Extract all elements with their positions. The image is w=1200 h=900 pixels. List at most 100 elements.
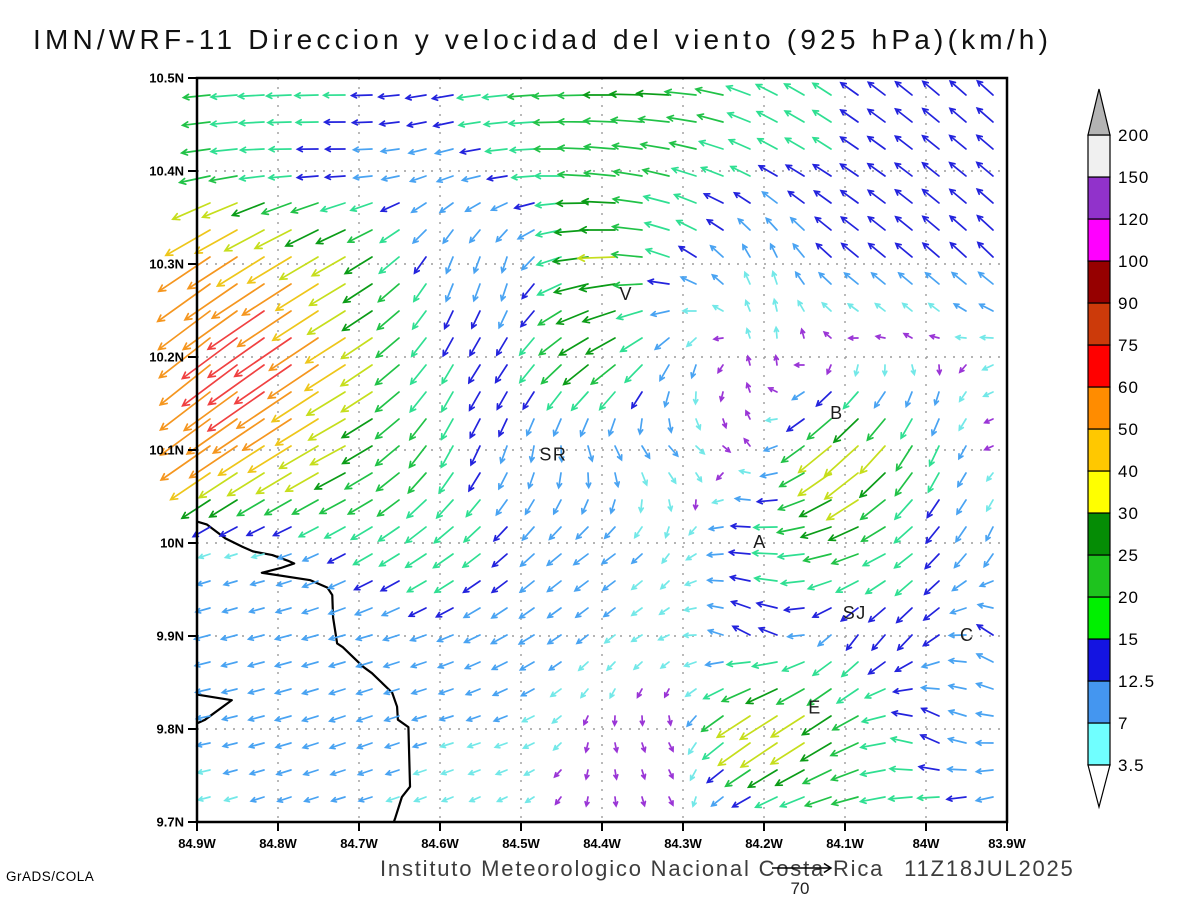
wind-arrow — [738, 715, 778, 741]
wind-arrow — [822, 331, 832, 339]
wind-arrow — [404, 553, 427, 569]
wind-arrow — [548, 526, 562, 541]
wind-arrow — [498, 310, 508, 330]
wind-arrow — [706, 628, 724, 636]
wind-arrow — [842, 391, 859, 410]
wind-arrow — [751, 549, 778, 557]
wind-arrow — [557, 337, 589, 356]
wind-arrow — [611, 168, 643, 177]
wind-arrow — [349, 526, 373, 541]
wind-arrow — [985, 472, 994, 483]
wind-arrow — [867, 607, 886, 623]
wind-arrow — [546, 580, 562, 593]
wind-arrow — [799, 742, 832, 762]
wind-arrow — [374, 418, 400, 440]
wind-arrow — [211, 418, 265, 455]
wind-arrow — [756, 137, 778, 150]
wind-arrow — [554, 796, 562, 806]
wind-arrow — [811, 136, 832, 150]
colorbar-label: 100 — [1118, 252, 1149, 271]
wind-arrow — [976, 241, 994, 258]
wind-arrow — [378, 553, 400, 567]
wind-arrow — [207, 175, 238, 184]
wind-arrow — [603, 634, 616, 644]
wind-arrow — [435, 175, 454, 184]
wind-arrow — [715, 472, 724, 481]
wind-arrow — [663, 688, 670, 699]
wind-arrow — [440, 796, 454, 803]
wind-arrow — [731, 625, 751, 636]
wind-arrow — [601, 580, 616, 592]
wind-arrow — [353, 580, 373, 591]
wind-arrow — [374, 337, 400, 359]
wind-arrow — [922, 607, 940, 622]
wind-arrow — [273, 688, 292, 696]
wind-arrow — [495, 499, 508, 517]
wind-arrow — [780, 445, 805, 464]
wind-arrow — [223, 553, 238, 560]
wind-arrow — [866, 135, 886, 150]
wind-arrow — [948, 79, 967, 96]
wind-arrow — [638, 499, 645, 514]
wind-arrow — [357, 796, 373, 803]
wind-arrow — [562, 364, 589, 386]
wind-arrow — [438, 715, 454, 722]
wind-arrow — [158, 337, 211, 379]
wind-arrow — [276, 796, 292, 803]
wind-arrow — [577, 661, 589, 672]
wind-arrow — [410, 202, 427, 214]
wind-arrow — [691, 796, 697, 808]
wind-arrow — [444, 283, 454, 303]
wind-arrow — [275, 580, 292, 588]
wind-arrow — [432, 121, 454, 129]
wind-arrow — [313, 472, 346, 490]
wind-arrow — [683, 580, 697, 587]
wind-arrow — [783, 110, 805, 123]
wind-arrow — [200, 202, 238, 219]
colorbar-segment — [1087, 176, 1111, 220]
wind-arrow — [709, 244, 724, 258]
wind-arrow — [329, 769, 346, 777]
wind-arrow — [896, 634, 913, 652]
wind-arrow — [581, 310, 616, 324]
wind-arrow — [609, 499, 616, 515]
wind-arrow — [803, 796, 832, 808]
wind-arrow — [307, 418, 346, 441]
wind-arrow — [552, 283, 589, 295]
wind-arrow — [927, 472, 940, 494]
wind-arrow — [545, 553, 562, 567]
wind-arrow — [461, 553, 481, 569]
wind-arrow — [291, 499, 319, 515]
wind-arrow — [762, 445, 778, 453]
wind-arrow — [513, 202, 535, 211]
wind-arrow — [295, 173, 319, 181]
wind-arrow — [164, 229, 211, 257]
wind-arrow — [464, 688, 481, 696]
wind-arrow — [440, 445, 454, 469]
wind-arrow — [537, 337, 562, 356]
wind-arrow — [521, 283, 535, 300]
wind-arrow — [374, 391, 400, 413]
wind-arrow — [653, 337, 670, 351]
wind-arrow — [860, 526, 886, 543]
wind-arrow — [241, 283, 292, 316]
wind-arrow — [407, 472, 427, 495]
wind-arrow — [536, 283, 562, 296]
wind-arrow — [491, 553, 508, 568]
wind-arrow — [975, 134, 994, 150]
wind-arrow — [699, 166, 724, 177]
wind-arrow — [834, 580, 859, 593]
city-label-e: E — [808, 698, 822, 718]
wind-arrow — [641, 167, 670, 177]
wind-arrow — [717, 742, 751, 767]
wind-arrow — [584, 769, 590, 781]
wind-arrow — [235, 391, 292, 430]
wind-arrow — [470, 310, 481, 330]
wind-arrow — [377, 526, 400, 542]
wind-arrow — [870, 271, 886, 285]
wind-arrow — [947, 709, 967, 717]
wind-arrow — [443, 310, 454, 331]
wind-arrow — [410, 688, 427, 696]
gridlines — [197, 78, 1007, 822]
wind-arrow — [246, 661, 265, 668]
